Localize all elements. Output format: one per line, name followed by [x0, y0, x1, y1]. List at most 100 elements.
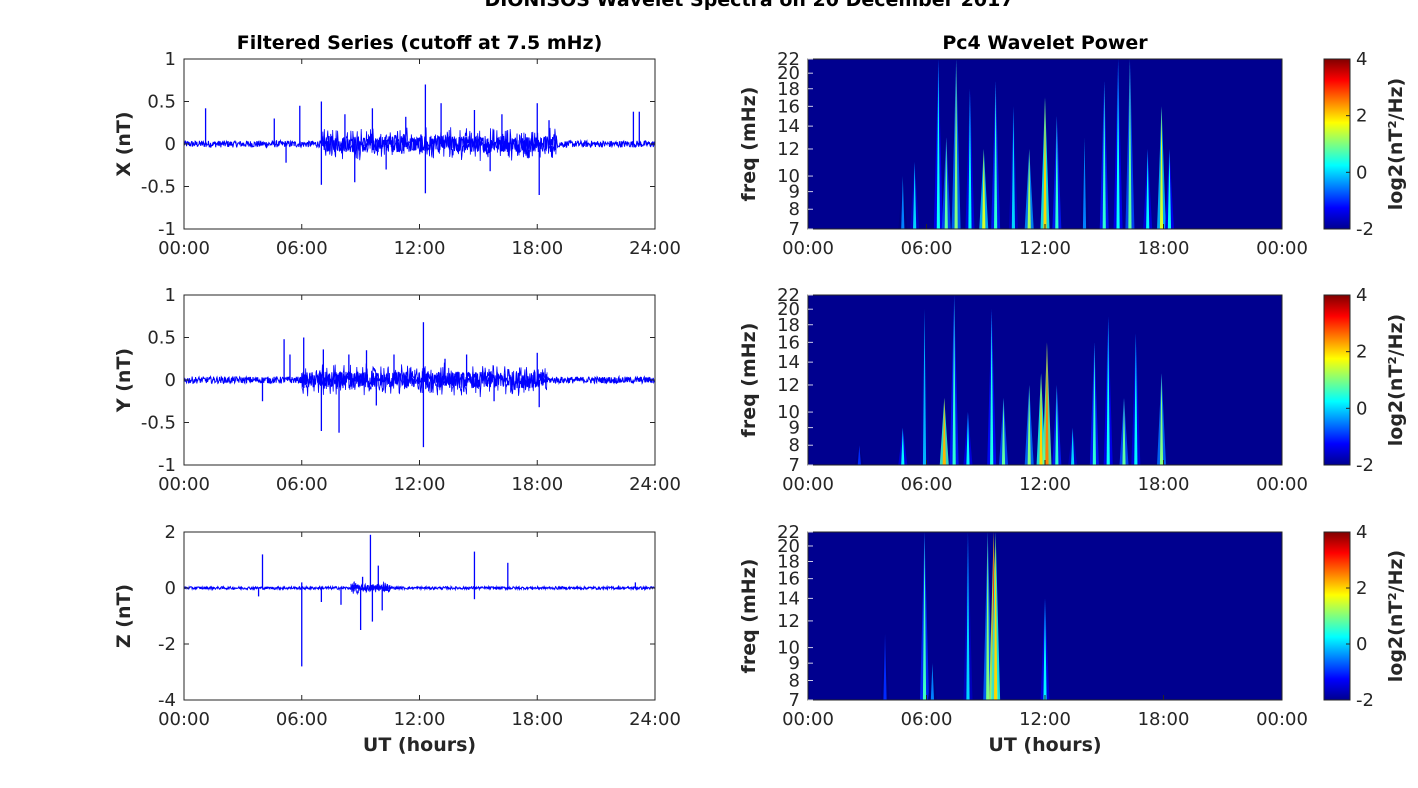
- activity-trace-0: [320, 127, 558, 162]
- burst-13: [1102, 80, 1106, 229]
- y-tick-label: 10: [777, 166, 800, 187]
- burst-9: [1027, 148, 1031, 229]
- burst-0: [857, 445, 861, 465]
- x-tick-label: 12:00: [394, 474, 446, 495]
- burst-1: [913, 161, 917, 229]
- burst-6: [990, 309, 994, 465]
- x-tick-label: 18:00: [511, 709, 563, 730]
- burst-4: [986, 532, 990, 700]
- x-tick-label: 12:00: [1019, 474, 1071, 495]
- wavelet-power: [898, 59, 1174, 229]
- burst-12: [1082, 137, 1087, 229]
- colorbar-gradient: [1323, 531, 1351, 701]
- y-tick-label: 14: [777, 588, 800, 609]
- wavelet-power: [880, 532, 1050, 700]
- colorbar-gradient: [1323, 294, 1351, 466]
- x-tick-label: 00:00: [1256, 474, 1308, 495]
- x-tick-label: 24:00: [629, 474, 681, 495]
- colorbar-tick-label: 4: [1356, 49, 1367, 70]
- activity-trace-0: [301, 362, 548, 398]
- burst-3: [942, 397, 946, 465]
- series-panel-0: 00:00 06:00 12:00 18:00 24:00 -1 -0.5 0 0.5 1 X (n…: [113, 32, 681, 259]
- spectrum-panel-2: 00:00 06:00 12:00 18:00 00:00789101214161820…: [738, 522, 1407, 756]
- burst-14: [1116, 59, 1120, 229]
- colorbar: -2 0 2 4 log2(nT²/Hz): [1323, 285, 1407, 476]
- y-tick-label: 9: [789, 653, 800, 674]
- burst-2: [922, 309, 927, 465]
- burst-2: [930, 663, 935, 700]
- burst-5: [966, 412, 970, 465]
- burst-6: [994, 532, 998, 700]
- colorbar-tick-label: -2: [1356, 455, 1374, 476]
- y-tick-label: 2: [165, 522, 176, 543]
- y-tick-label: -1: [158, 219, 176, 240]
- y-tick-label: 12: [777, 611, 800, 632]
- burst-15: [1128, 59, 1132, 229]
- x-tick-label: 18:00: [1138, 474, 1190, 495]
- colorbar: -2 0 2 4 log2(nT²/Hz): [1323, 49, 1407, 240]
- spectrum-panel-1: 00:00 06:00 12:00 18:00 00:00789101214161820…: [738, 285, 1407, 495]
- colorbar-tick-label: 2: [1356, 342, 1367, 363]
- burst-7: [1001, 397, 1006, 465]
- signal-trace: [184, 84, 655, 195]
- y-tick-label: -0.5: [141, 413, 176, 434]
- y-tick-label: 1: [165, 49, 176, 70]
- burst-17: [1159, 373, 1164, 465]
- axes-background: [184, 532, 655, 700]
- burst-11: [1055, 115, 1059, 229]
- x-tick-label: 00:00: [1256, 238, 1308, 259]
- y-tick-label: 12: [777, 375, 800, 396]
- burst-12: [1071, 427, 1075, 465]
- x-tick-label: 00:00: [1256, 709, 1308, 730]
- burst-0: [883, 633, 887, 700]
- colorbar-tick-label: 0: [1356, 162, 1367, 183]
- y-tick-label: 16: [777, 332, 800, 353]
- activity-trace-0: [350, 581, 391, 596]
- x-tick-label: 06:00: [276, 709, 328, 730]
- x-tick-label: 06:00: [901, 474, 953, 495]
- x-tick-label: 00:00: [782, 709, 834, 730]
- y-tick-label: -4: [158, 690, 176, 711]
- y-tick-label: 1: [165, 285, 176, 306]
- colorbar-tick-label: -2: [1356, 219, 1374, 240]
- y-tick-label: 7: [789, 690, 800, 711]
- x-tick-label: 18:00: [511, 238, 563, 259]
- x-tick-label: 00:00: [782, 474, 834, 495]
- burst-8: [1027, 384, 1031, 465]
- x-tick-label: 06:00: [901, 238, 953, 259]
- x-tick-label: 06:00: [276, 474, 328, 495]
- colorbar-gradient: [1323, 58, 1351, 230]
- burst-14: [1106, 316, 1110, 465]
- panel-title: Filtered Series (cutoff at 7.5 mHz): [237, 32, 603, 54]
- burst-10: [1045, 342, 1049, 465]
- burst-13: [1092, 342, 1096, 465]
- colorbar-label: log2(nT²/Hz): [1385, 78, 1407, 210]
- y-axis-label: Y (nT): [113, 348, 135, 413]
- y-tick-label: 22: [777, 285, 800, 306]
- y-tick-label: 18: [777, 315, 800, 336]
- burst-4: [952, 295, 956, 465]
- y-tick-label: 20: [777, 63, 800, 84]
- burst-7: [1043, 598, 1047, 700]
- colorbar-tick-label: 2: [1356, 106, 1367, 127]
- y-tick-label: -0.5: [141, 177, 176, 198]
- y-tick-label: 0: [165, 578, 176, 599]
- y-tick-label: 16: [777, 569, 800, 590]
- y-tick-label: 0.5: [147, 92, 176, 113]
- y-tick-label: 10: [777, 638, 800, 659]
- x-axis-label: UT (hours): [988, 734, 1101, 756]
- burst-9: [1039, 373, 1043, 465]
- x-tick-label: 06:00: [901, 709, 953, 730]
- y-axis-label: Z (nT): [113, 584, 135, 648]
- signal-trace: [184, 322, 655, 448]
- series-panel-2: 00:00 06:00 12:00 18:00 24:00 -4 -2 0 2 Z (nT) UT …: [113, 522, 681, 756]
- x-tick-label: 06:00: [276, 238, 328, 259]
- y-tick-label: 14: [777, 116, 800, 137]
- y-tick-label: 18: [777, 79, 800, 100]
- y-tick-label: 16: [777, 96, 800, 117]
- colorbar-label: log2(nT²/Hz): [1385, 314, 1407, 446]
- x-tick-label: 12:00: [394, 238, 446, 259]
- x-tick-label: 24:00: [629, 709, 681, 730]
- y-tick-label: 9: [789, 418, 800, 439]
- spectrum-panel-0: 00:00 06:00 12:00 18:00 00:00789101214161820…: [738, 32, 1407, 259]
